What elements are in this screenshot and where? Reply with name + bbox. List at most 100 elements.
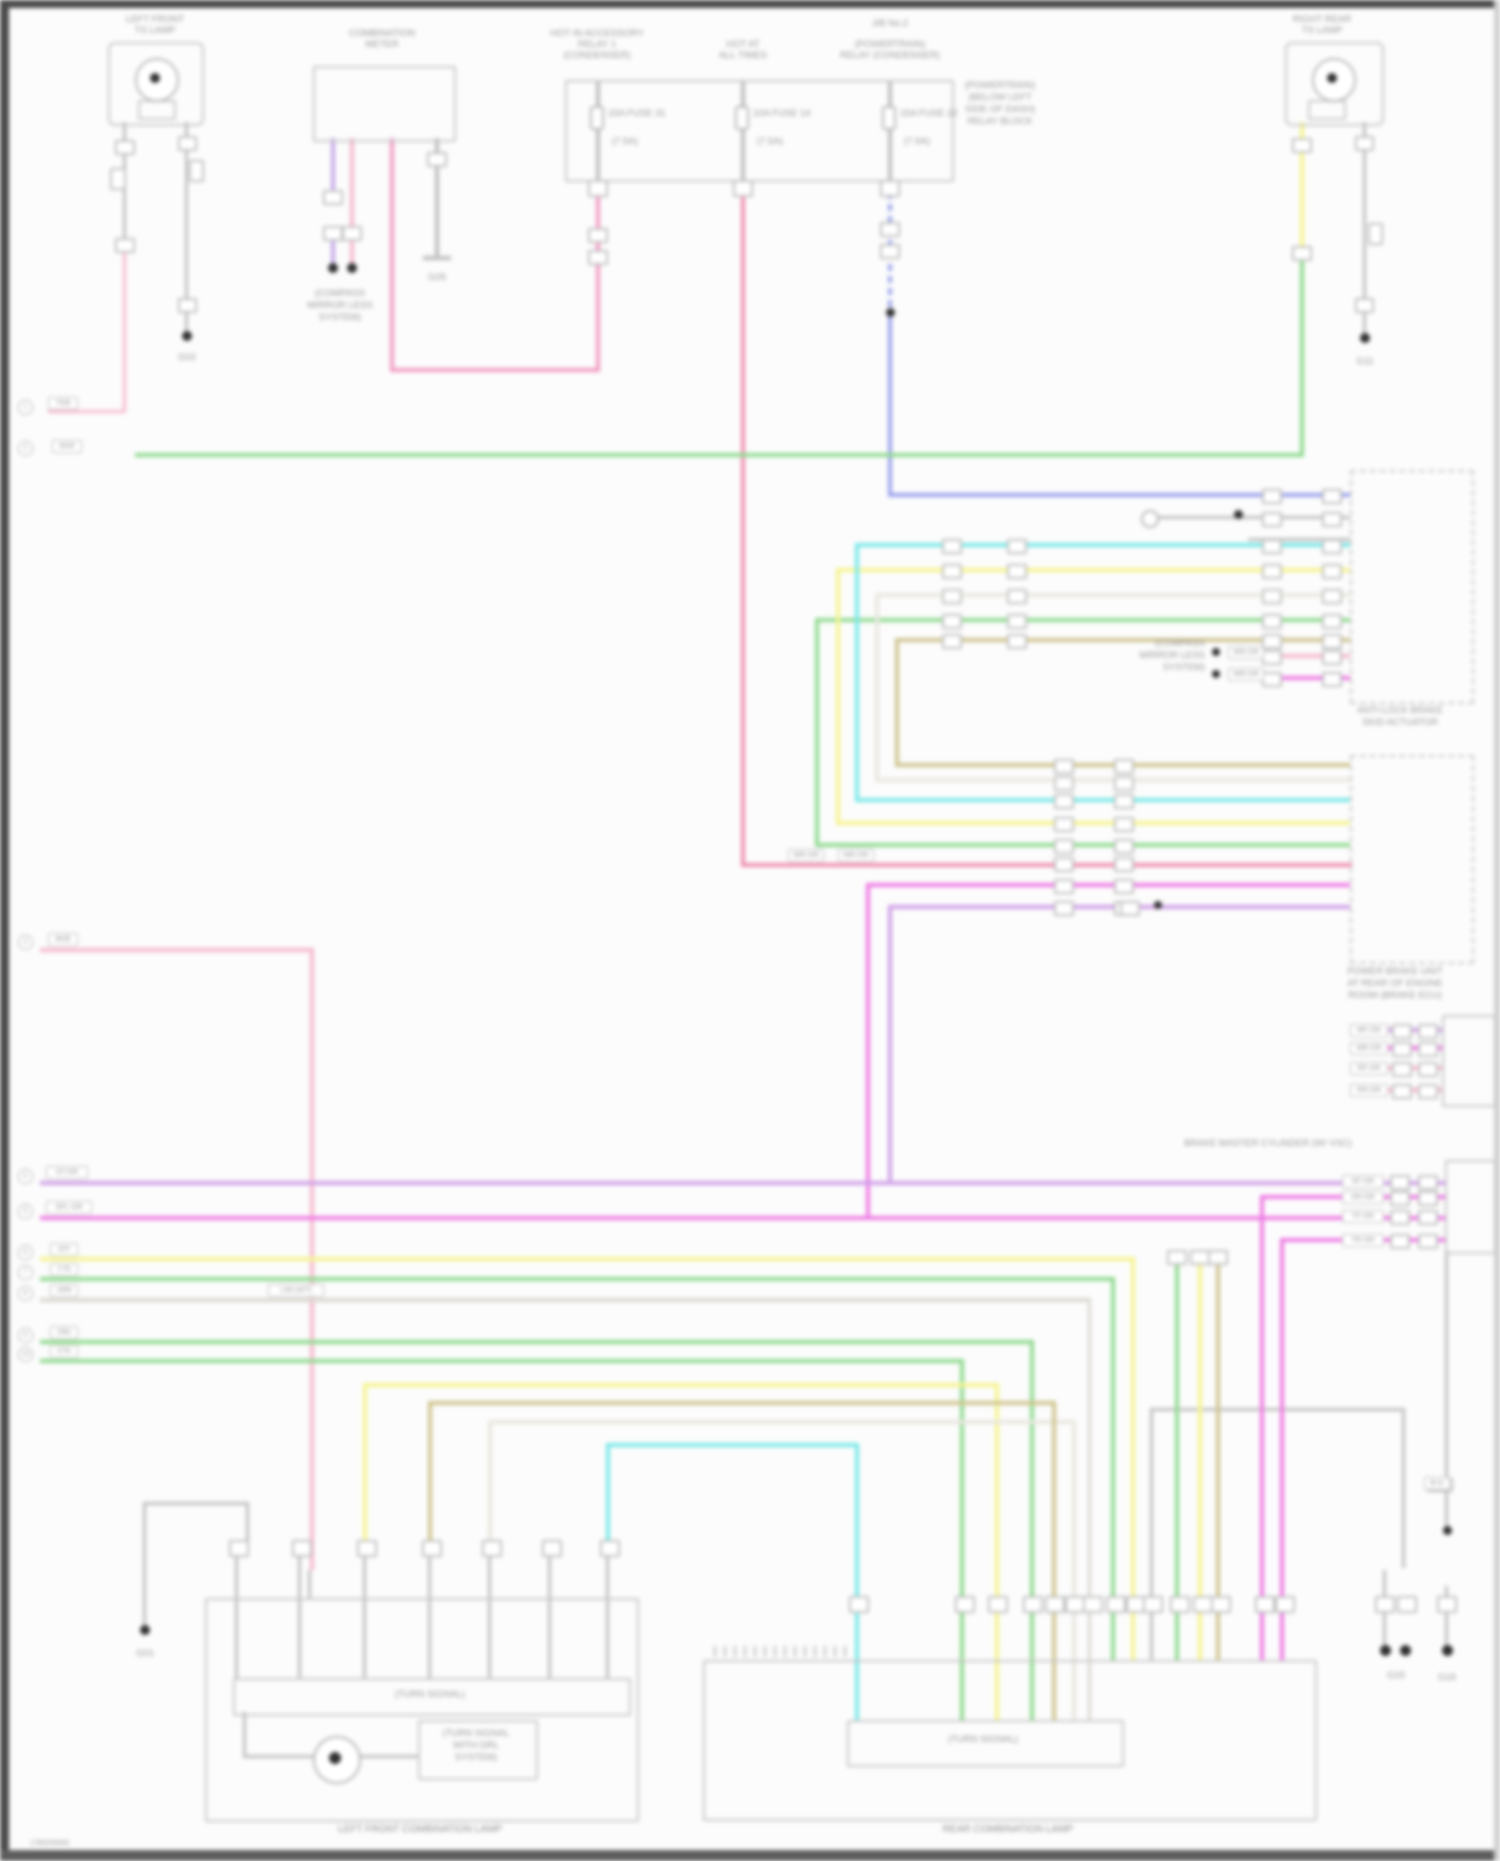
splice-dot [1212,670,1220,678]
caption-module1-line2: SKID ACTUATOR [1362,717,1438,728]
wire-code-label: 27G [50,1345,78,1358]
wire-segment [308,1570,311,1598]
diagram-label: (COMPASS [315,288,365,299]
component-box [847,1720,1124,1767]
wire-segment [40,1340,1034,1344]
connector-chip [1418,1084,1438,1099]
diagram-label: (POWERTRAIN) [964,80,1036,91]
connector-chip [880,244,900,259]
splice-dot [1442,1525,1452,1535]
wire-code-label: 16Y [50,1243,78,1256]
frame-edge [1494,0,1500,1861]
wire-code-label: B-G [1424,1477,1450,1490]
pin-tick [724,1646,726,1657]
wire-segment [1155,516,1350,519]
connector-chip [1322,634,1342,649]
connector-chip [588,228,608,243]
wire-segment [40,1359,964,1363]
caption-left-front-combination-lamp: LEFT FRONT COMBINATION LAMP [338,1824,502,1835]
diagram-label: HOT IN ACCESSORY [550,28,644,39]
connector-chip [1045,1596,1065,1613]
pin-tick [834,1646,836,1657]
connector-chip [1114,839,1134,854]
wire-segment [40,948,312,952]
wire-segment [836,821,1350,825]
diagram-label: RELAY BLOCK [967,116,1033,127]
wire-segment [1280,1238,1284,1660]
wire-segment [1248,538,1350,541]
connector-chip [588,180,608,197]
wire-segment [235,1598,238,1678]
wire-segment [185,310,188,334]
connector-chip [1390,1234,1410,1249]
wire-segment [741,863,1352,867]
diagram-label: SYSTEM) [318,312,362,323]
wire-segment [298,1598,301,1678]
connector-chip [342,226,362,241]
pin-tick [744,1646,746,1657]
wire-code-label: MF-DR [1350,1024,1388,1037]
splice-dot [1441,1644,1453,1656]
connector-chip [942,564,962,579]
connector-chip [1054,759,1074,774]
connector-chip [229,1540,249,1557]
connector-chip [942,539,962,554]
diagram-label: WITH DRL [453,1740,499,1751]
wire-segment [895,638,899,767]
wire-segment [1052,1401,1056,1720]
pin-tick [814,1646,816,1657]
connector-chip [1355,298,1374,313]
wire-segment [1088,1298,1091,1720]
connector-chip [1114,776,1134,791]
connector-chip [1054,839,1074,854]
component-box [565,80,954,182]
wire-segment [895,638,1350,642]
page-ref-circle: 3 [18,935,33,950]
connector-chip [1120,901,1140,916]
connector-chip [1262,614,1282,629]
wire-segment [243,1712,246,1758]
connector-chip [1255,1596,1275,1613]
diagram-label: TS LAMP [134,25,176,36]
connector-chip [1262,512,1282,527]
wire-segment [606,1443,610,1543]
diagram-label: (BELOW LEFT [968,92,1032,103]
connector-chip [1322,589,1342,604]
wire-segment [1131,1257,1135,1660]
diagram-label: G11 [1356,356,1374,367]
connector-chip [942,614,962,629]
connector-chip [1355,136,1374,151]
connector-chip [482,1540,502,1557]
wire-segment [1072,1420,1076,1720]
wire-segment [48,410,126,413]
diagram-label: 10A FUSE 14 [753,108,811,119]
connector-chip [1262,650,1282,665]
wire-segment [866,883,1350,887]
connector-chip [357,1540,377,1557]
frame-edge [0,0,9,1861]
splice-dot [885,307,895,317]
connector-chip [1375,1596,1395,1613]
diagram-label: LEFT FRONT [125,14,185,25]
wire-code-label: LIM (A/T) [268,1284,324,1297]
wire-segment [888,905,892,1183]
wire-code-label: RF-DR [1350,1062,1388,1075]
connector-chip [1368,223,1383,245]
connector-chip [1392,1084,1412,1099]
connector-chip [1292,246,1312,261]
component-box [205,1598,639,1822]
pin-tick [774,1646,776,1657]
wire-segment [235,1554,238,1598]
connector-chip [1054,776,1074,791]
connector-chip [1007,614,1027,629]
connector-chip [1418,1024,1438,1039]
connector-chip [292,1540,312,1557]
connector-chip [600,1540,620,1557]
wire-segment [357,1755,420,1758]
wire-code-label: 26G [50,1326,78,1339]
diagram-label: (TURN SIGNAL [442,1728,510,1739]
wire-segment [815,618,1350,622]
connector-chip [178,136,197,151]
